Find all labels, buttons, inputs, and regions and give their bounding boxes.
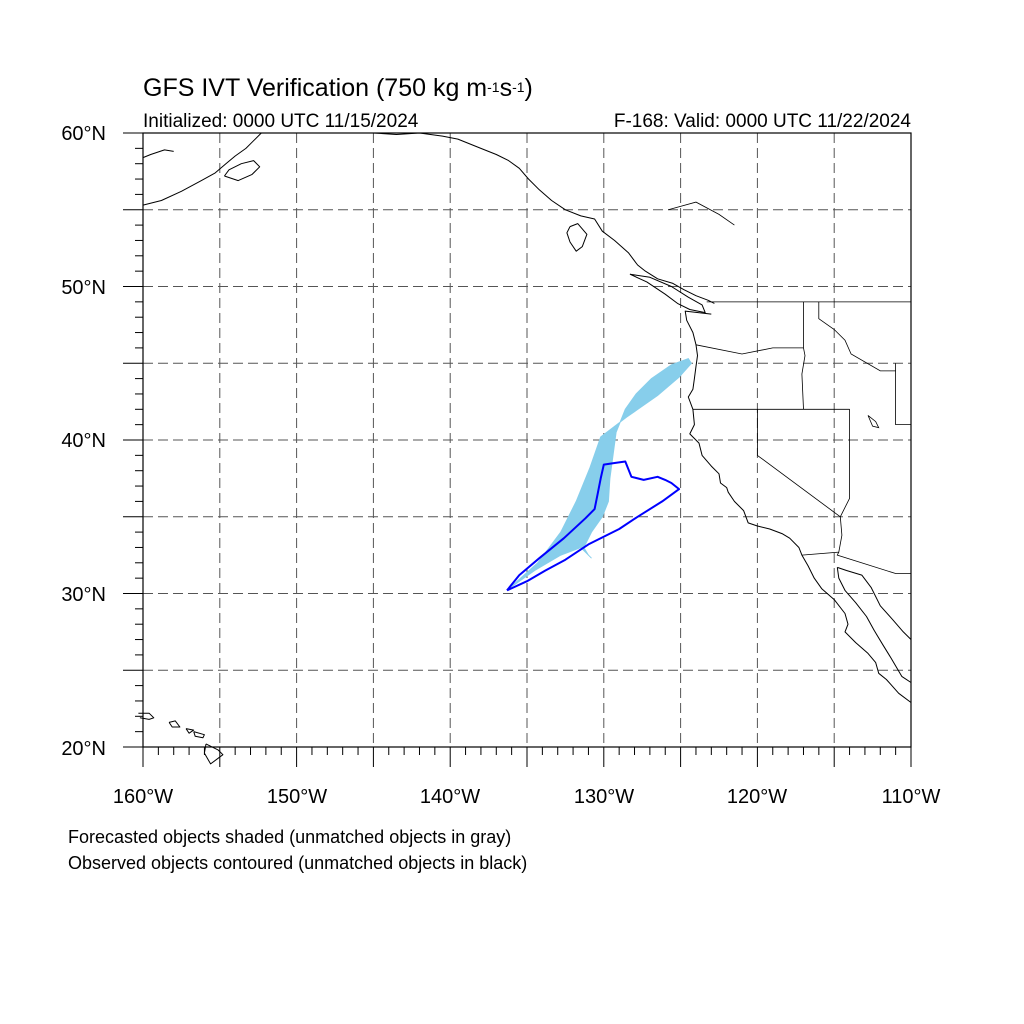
- coastline: [223, 160, 261, 182]
- coastline: [142, 132, 262, 206]
- border-line: [895, 363, 911, 426]
- lat-label-40: 40°N: [61, 430, 106, 452]
- border-line: [668, 201, 735, 226]
- lon-label-150w: 150°W: [266, 786, 328, 808]
- coastline: [193, 731, 205, 739]
- map-title: GFS IVT Verification (750 kg m-1s-1): [143, 70, 533, 109]
- coastline: [684, 310, 912, 703]
- coastline: [185, 728, 195, 734]
- coastlines: [138, 132, 912, 765]
- title-text-end: ): [524, 74, 533, 102]
- coastline: [142, 149, 174, 159]
- lon-label-140w: 140°W: [419, 786, 481, 808]
- border-line: [695, 344, 804, 355]
- observed-object-contour: [506, 460, 681, 592]
- lat-label-50: 50°N: [61, 277, 106, 299]
- lat-label-60: 60°N: [61, 123, 106, 145]
- lat-label-30: 30°N: [61, 584, 106, 606]
- forecast-note: Forecasted objects shaded (unmatched obj…: [68, 827, 512, 847]
- lon-label-120w: 120°W: [726, 786, 788, 808]
- border-line: [801, 516, 843, 556]
- border-line: [836, 551, 911, 574]
- title-superscript-2: -1: [512, 79, 525, 95]
- coastline: [168, 720, 181, 728]
- coastline: [836, 567, 912, 683]
- map-frame: [142, 132, 912, 748]
- axis-ticks: [123, 132, 912, 767]
- title-text: GFS IVT Verification (750 kg m: [143, 74, 488, 102]
- init-time-label: Initialized: 0000 UTC 11/15/2024: [143, 111, 419, 132]
- border-line: [801, 301, 806, 410]
- lat-label-20: 20°N: [61, 738, 106, 760]
- coastline: [837, 566, 912, 640]
- lon-label-110w: 110°W: [881, 786, 941, 808]
- coastline: [203, 743, 224, 765]
- border-line: [757, 409, 841, 518]
- grid-lines: [143, 133, 911, 747]
- coastline: [373, 132, 715, 304]
- border-line: [839, 409, 850, 517]
- state-borders: [668, 201, 911, 574]
- title-text-mid: s: [499, 74, 513, 102]
- lon-label-130w: 130°W: [573, 786, 635, 808]
- coastline: [566, 223, 588, 252]
- lon-label-160w: 160°W: [112, 786, 174, 808]
- valid-time-label: F-168: Valid: 0000 UTC 11/22/2024: [613, 111, 911, 132]
- forecast-object: [508, 357, 693, 590]
- coastline: [138, 712, 155, 720]
- title-superscript-1: -1: [487, 79, 500, 95]
- border-line: [818, 301, 896, 372]
- observed-note: Observed objects contoured (unmatched ob…: [68, 853, 528, 873]
- coastline: [629, 273, 706, 314]
- border-line: [867, 415, 880, 429]
